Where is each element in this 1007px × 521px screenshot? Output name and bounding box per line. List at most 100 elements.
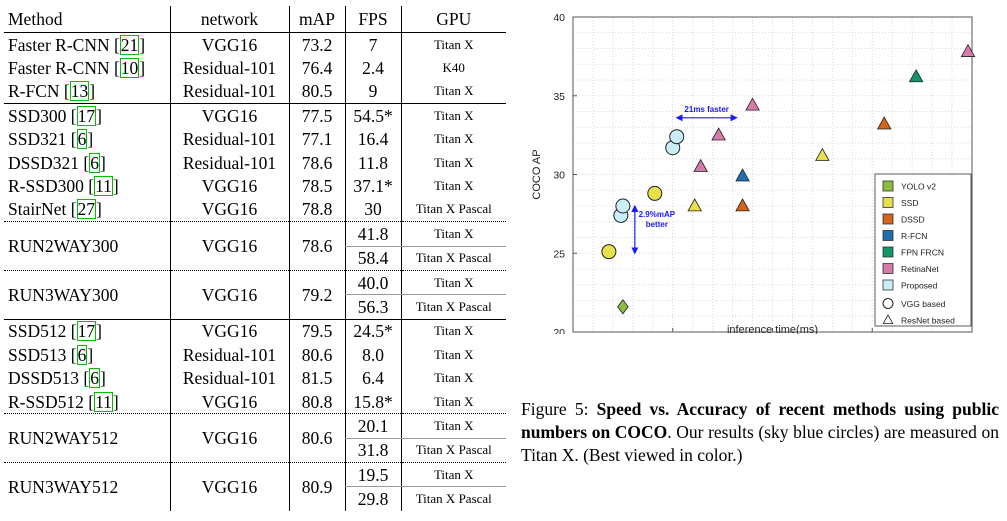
network-cell: Residual-101 [169, 127, 289, 151]
citation-link[interactable]: 6 [76, 129, 88, 150]
map-cell: 81.5 [288, 366, 345, 390]
ssd-point [601, 244, 617, 260]
fps-cell: 41.8 [344, 221, 401, 247]
network-cell: Residual-101 [169, 56, 289, 80]
citation-link[interactable]: 6 [89, 368, 100, 389]
map-cell: 80.8 [288, 389, 345, 414]
gpu-cell: K40 [400, 56, 506, 80]
method-name: R-FCN [8, 81, 60, 102]
citation-link[interactable]: 13 [69, 81, 90, 102]
network-cell: VGG16 [169, 389, 289, 414]
fps-cell: 11.8 [344, 150, 401, 175]
map-cell: 78.8 [288, 197, 345, 222]
method-name: R-SSD512 [8, 391, 84, 412]
method-cell: Faster R-CNN [10] [8, 58, 146, 79]
ssd-point [687, 198, 703, 212]
map-cell: 80.6 [288, 413, 345, 463]
fps-cell: 9 [344, 79, 401, 105]
citation-link[interactable]: 10 [119, 58, 140, 79]
table-row: DSSD321 [6] Residual-101 78.6 11.8 Titan X [4, 150, 506, 175]
results-table: Method network mAP FPS GPU Faster R-CNN … [4, 6, 506, 511]
caption-bold: Speed vs. Accuracy of recent methods usi… [521, 399, 999, 442]
faster-annotation: 21ms faster [684, 105, 728, 114]
y-tick-label: 35 [553, 91, 565, 103]
method-cell: Faster R-CNN [21] [8, 34, 146, 55]
method-name: Faster R-CNN [8, 34, 110, 55]
gpu-cell: Titan X Pascal [400, 438, 506, 463]
fps-cell: 2.4 [344, 56, 401, 80]
citation-link[interactable]: 17 [76, 105, 97, 126]
table-row-sub: 58.4 Titan X Pascal [4, 246, 506, 271]
method-cell: SSD300 [17] [8, 105, 102, 126]
fps-cell: 54.5* [344, 103, 401, 128]
citation-link[interactable]: 11 [94, 391, 113, 412]
map-cell: 78.6 [288, 221, 345, 271]
gpu-cell: Titan X Pascal [400, 197, 506, 222]
method-name: SSD300 [8, 105, 67, 126]
method-cell: SSD512 [17] [8, 321, 102, 342]
method-name: Faster R-CNN [8, 58, 110, 79]
method-name: SSD512 [8, 321, 67, 342]
gpu-cell: Titan X Pascal [400, 294, 506, 320]
table-row: RUN2WAY512 VGG16 80.6 20.1 Titan X [4, 413, 506, 463]
gpu-cell: Titan X [400, 174, 506, 198]
method-cell: DSSD321 [6] [8, 152, 106, 173]
retinanet-point [745, 97, 760, 111]
table-row-sub: 29.8 Titan X Pascal [4, 486, 506, 511]
table-row: SSD321 [6] Residual-101 77.1 16.4 Titan X [4, 127, 506, 151]
fps-cell: 29.8 [344, 486, 401, 511]
retinanet-point [960, 43, 976, 57]
ssd-point [815, 147, 830, 161]
gpu-cell: Titan X [400, 32, 506, 57]
gpu-cell: Titan X [400, 319, 506, 344]
citation-link[interactable]: 6 [89, 152, 100, 173]
method-name: RUN3WAY512 [8, 476, 119, 497]
network-cell: VGG16 [169, 413, 289, 463]
fps-cell: 7 [344, 32, 401, 57]
fps-cell: 19.5 [344, 462, 401, 488]
gpu-cell: Titan X [400, 221, 506, 247]
legend-label: FPN FRCN [901, 248, 944, 258]
table-row: RUN3WAY512 VGG16 80.9 19.5 Titan X [4, 462, 506, 511]
map-cell: 78.5 [288, 174, 345, 198]
legend-swatch [882, 279, 894, 291]
citation-link[interactable]: 21 [119, 34, 140, 55]
gpu-cell: Titan X [400, 79, 506, 105]
gpu-cell: Titan X [400, 413, 506, 439]
header-network: network [169, 6, 289, 33]
table-body: Faster R-CNN [21] VGG16 73.2 7 Titan X Faster… [4, 32, 506, 511]
yolo-v2-point [617, 299, 629, 315]
legend-shape-circle [882, 298, 894, 309]
x-axis-label: inference time(ms) [727, 324, 818, 334]
citation-link[interactable]: 11 [94, 176, 113, 197]
legend-swatch [882, 263, 894, 274]
table-row: R-FCN [13] Residual-101 80.5 9 Titan X [4, 79, 506, 105]
legend-swatch [882, 246, 894, 258]
fps-cell: 20.1 [344, 413, 401, 439]
network-cell: VGG16 [169, 197, 289, 222]
network-cell: Residual-101 [169, 343, 289, 367]
y-tick-label: 25 [553, 248, 565, 260]
header-gpu: GPU [400, 6, 506, 33]
fps-cell: 16.4 [344, 127, 401, 151]
network-cell: VGG16 [169, 174, 289, 198]
citation-link[interactable]: 17 [76, 321, 97, 342]
gpu-cell: Titan X [400, 269, 506, 296]
caption-prefix: Figure 5: [521, 399, 597, 419]
map-cell: 77.5 [288, 103, 345, 128]
citation-link[interactable]: 27 [76, 199, 97, 220]
method-name: R-SSD300 [8, 176, 84, 197]
gpu-cell: Titan X [400, 389, 506, 414]
method-cell: RUN3WAY512 [4, 462, 170, 511]
citation-link[interactable]: 6 [76, 344, 88, 365]
retinanet-point [711, 127, 726, 141]
method-cell: StairNet [27] [8, 199, 102, 220]
fps-cell: 56.3 [344, 294, 401, 320]
ssd-point [647, 185, 663, 201]
better-annotation: 2.9%mAP [639, 210, 676, 219]
legend-label: SSD [901, 198, 918, 208]
gpu-cell: Titan X [400, 343, 506, 367]
fps-cell: 58.4 [344, 246, 401, 271]
table-row-sub: 56.3 Titan X Pascal [4, 294, 506, 320]
table-row: Faster R-CNN [10] Residual-101 76.4 2.4 K40 [4, 56, 506, 80]
